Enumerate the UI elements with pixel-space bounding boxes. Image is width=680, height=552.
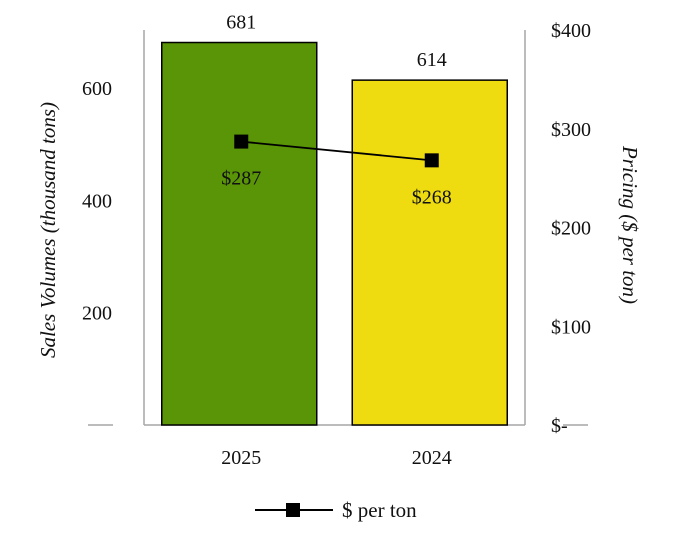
price-marker-2024 <box>424 153 439 168</box>
left-tick-200: 200 <box>82 303 112 325</box>
bar-series <box>161 41 508 426</box>
right-tick-100: $100 <box>551 316 591 338</box>
left-axis-ticks: 200 400 600 <box>82 78 112 325</box>
right-axis-ticks: $- $100 $200 $300 $400 <box>551 20 591 437</box>
legend: $ per ton <box>255 498 417 522</box>
bar-value-label-2025: 681 <box>226 12 256 34</box>
price-value-label-2024: $268 <box>412 186 452 208</box>
price-line <box>241 140 432 162</box>
bar-2025 <box>161 41 318 426</box>
price-line-series <box>234 134 439 168</box>
right-tick-200: $200 <box>551 218 591 240</box>
price-value-label-2025: $287 <box>221 168 261 190</box>
bar-2024 <box>351 79 508 426</box>
left-tick-400: 400 <box>82 190 112 212</box>
left-tick-600: 600 <box>82 78 112 100</box>
left-axis-title: Sales Volumes (thousand tons) <box>36 102 60 358</box>
x-tick-2024: 2024 <box>412 447 452 469</box>
price-value-labels: $287 $268 <box>221 168 452 209</box>
right-tick-0: $- <box>551 415 568 437</box>
legend-square-marker <box>286 503 300 517</box>
x-tick-2025: 2025 <box>221 447 261 469</box>
right-axis-title: Pricing ($ per ton) <box>618 145 642 304</box>
price-marker-2025 <box>234 134 249 149</box>
right-tick-400: $400 <box>551 20 591 42</box>
bar-value-labels: 681 614 <box>226 12 447 72</box>
x-axis-ticks: 2025 2024 <box>221 447 452 469</box>
right-tick-300: $300 <box>551 119 591 141</box>
legend-label: $ per ton <box>342 498 417 522</box>
bar-value-label-2024: 614 <box>417 49 447 71</box>
